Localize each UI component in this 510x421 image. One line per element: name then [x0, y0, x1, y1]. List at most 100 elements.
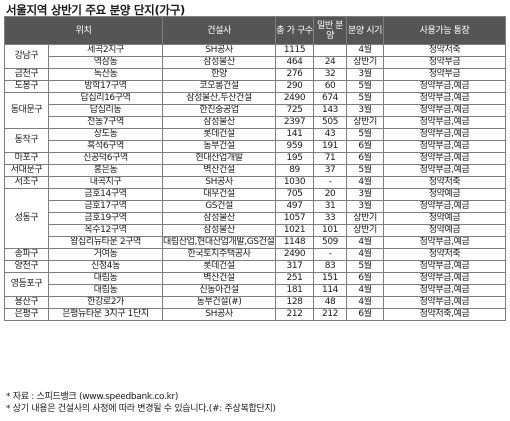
cell-region: 도봉구 [4, 80, 49, 93]
cell-builder: 삼성물산 [162, 116, 277, 129]
cell-region: 금천구 [4, 68, 49, 81]
disclaimer-note: * 상기 내용은 건설사의 사정에 따라 변경될 수 있습니다.(#: 주상복합… [6, 404, 276, 414]
table-row: 금호17구역 GS건설 497 31 3월 청약부금,예금 [5, 200, 507, 213]
cell-account-type: 청약부금,예금 [383, 200, 507, 213]
cell-builder: SH공사 [162, 44, 277, 57]
cell-location: 대림동 [47, 272, 164, 285]
cell-builder: SH공사 [162, 308, 277, 321]
cell-account-type: 청약부금,예금 [383, 116, 507, 129]
cell-location: 답십리16구역 [47, 92, 164, 105]
cell-total-units: 317 [275, 260, 315, 273]
cell-sale-timing: 3월 [346, 188, 385, 201]
cell-general-sale: 151 [313, 272, 348, 285]
cell-general-sale: 505 [313, 116, 348, 129]
cell-builder: GS건설 [162, 200, 277, 213]
cell-general-sale: 37 [313, 164, 348, 177]
cell-total-units: 290 [275, 80, 315, 93]
cell-sale-timing: 6월 [346, 140, 385, 153]
cell-total-units: 1057 [275, 212, 315, 225]
cell-location: 흑석6구역 [47, 140, 164, 153]
cell-location: 금호14구역 [47, 188, 164, 201]
cell-builder: 벽산건설 [162, 164, 277, 177]
cell-builder: 벽산건설 [162, 272, 277, 285]
cell-general-sale: 83 [313, 260, 348, 273]
cell-region: 용산구 [4, 296, 49, 309]
table-header-row: 위치 건설사 총 가 구수 일반 분양 분양 시기 사용가능 통장 [3, 16, 507, 45]
cell-account-type: 청약저축 [383, 176, 507, 189]
cell-sale-timing: 5월 [346, 260, 385, 273]
cell-sale-timing: 3월 [346, 104, 385, 117]
cell-general-sale: 48 [313, 296, 348, 309]
cell-account-type: 청약예금 [383, 212, 507, 225]
cell-location: 역삼동 [47, 56, 164, 69]
source-note: * 자료 : 스피드뱅크 (www.speedbank.co.kr) [6, 392, 179, 402]
table-row: 전농7구역 삼성물산 2397 505 상반기 청약부금,예금 [5, 116, 507, 129]
cell-location: 답십리동 [47, 104, 164, 117]
cell-account-type: 청약부금,예금 [383, 128, 507, 141]
cell-account-type: 청약저축 [383, 44, 507, 57]
cell-sale-timing: 3월 [346, 68, 385, 81]
cell-general-sale: 31 [313, 200, 348, 213]
cell-sale-timing: 6월 [346, 152, 385, 165]
cell-sale-timing: 상반기 [346, 224, 385, 237]
cell-region: 송파구 [4, 248, 49, 261]
cell-builder: SH공사 [162, 176, 277, 189]
cell-total-units: 1115 [275, 44, 315, 57]
cell-total-units: 2397 [275, 116, 315, 129]
housing-supply-table: 위치 건설사 총 가 구수 일반 분양 분양 시기 사용가능 통장 강남구 세곡2… [3, 16, 507, 321]
cell-sale-timing: 4월 [346, 284, 385, 297]
cell-general-sale: 43 [313, 128, 348, 141]
table-row: 동대문구 답십리16구역 삼성물산,두산건설 2490 674 5월 청약부금,예금 [4, 92, 507, 129]
cell-region: 마포구 [4, 152, 49, 165]
cell-account-type: 청약부금,예금 [383, 104, 507, 117]
cell-account-type: 청약부금,예금 [383, 152, 507, 165]
cell-total-units: 276 [275, 68, 315, 81]
header-location: 위치 [3, 16, 164, 45]
table-row: 송파구 거여동 한국토지주택공사 2490-4월 청약저축 [4, 248, 507, 261]
table-row: 은평구 은평뉴타운 3지구 1단지 SH공사 212 212 6월 청약저축,예금 [4, 308, 507, 321]
cell-account-type: 청약부금,예금 [383, 140, 507, 153]
cell-total-units: 705 [275, 188, 315, 201]
header-general-sale: 일반 분양 [313, 16, 348, 45]
cell-general-sale: 60 [313, 80, 348, 93]
cell-builder: 삼성물산,두산건설 [162, 92, 277, 105]
cell-account-type: 청약부금,예금 [383, 260, 507, 273]
cell-builder: 동부건설 [162, 140, 277, 153]
cell-region: 강남구 [4, 44, 49, 69]
cell-sale-timing: 4월 [346, 248, 385, 261]
cell-location: 옥수12구역 [47, 224, 164, 237]
cell-builder: 코오롱건설 [162, 80, 277, 93]
cell-sale-timing: 5월 [346, 164, 385, 177]
cell-total-units: 497 [275, 200, 315, 213]
header-sale-timing: 분양 시기 [346, 16, 385, 45]
cell-sale-timing: 상반기 [346, 212, 385, 225]
cell-total-units: 181 [275, 284, 315, 297]
cell-location: 왕십리뉴타운 2구역 [47, 236, 164, 249]
cell-builder: 삼성물산 [162, 224, 277, 237]
cell-builder: 롯데건설 [162, 260, 277, 273]
cell-location: 거여동 [47, 248, 164, 261]
cell-total-units: 2490 [275, 92, 315, 105]
cell-total-units: 464 [275, 56, 315, 69]
cell-general-sale: 32 [313, 68, 348, 81]
table-row: 금천구 독산동 한양 276 32 3월 청약부금 [4, 68, 507, 81]
table-row: 왕십리뉴타운 2구역대림산업,현대산업개발,GS건설,삼성물산11485094월… [5, 236, 507, 249]
header-account-type: 사용가능 통장 [383, 16, 507, 45]
cell-account-type: 청약부금,예금 [383, 164, 507, 177]
table-row: 양천구 신정4동 롯데건설 317 83 5월 청약부금,예금 [4, 260, 507, 273]
cell-total-units: 141 [275, 128, 315, 141]
cell-builder: 한진중공업 [162, 104, 277, 117]
cell-general-sale: 24 [313, 56, 348, 69]
header-builder: 건설사 [162, 16, 277, 45]
cell-region: 서초구 [4, 176, 49, 189]
cell-location: 신공덕6구역 [47, 152, 164, 165]
cell-sale-timing: 5월 [346, 80, 385, 93]
cell-total-units: 959 [275, 140, 315, 153]
cell-total-units: 89 [275, 164, 315, 177]
table-row: 역삼동 삼성물산 464 24 상반기 청약부금 [5, 56, 507, 69]
cell-account-type: 청약부금,예금 [383, 80, 507, 93]
table-row: 영등포구 대림동 벽산건설 251 151 6월 청약부금,예금 [4, 272, 507, 297]
cell-location: 홍은동 [47, 164, 164, 177]
cell-location: 신정4동 [47, 260, 164, 273]
cell-builder: 삼성물산 [162, 212, 277, 225]
